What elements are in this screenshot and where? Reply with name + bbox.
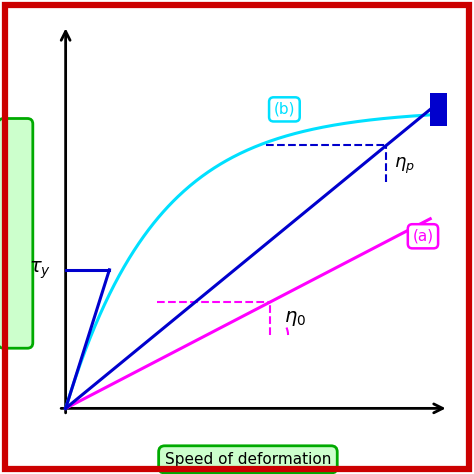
Text: Speed of deformation: Speed of deformation bbox=[165, 452, 331, 467]
Bar bbox=[430, 93, 447, 126]
Text: $\tau_y$: $\tau_y$ bbox=[29, 259, 51, 281]
Text: $\eta_0$: $\eta_0$ bbox=[284, 309, 307, 328]
FancyBboxPatch shape bbox=[0, 118, 33, 348]
Text: (a): (a) bbox=[412, 229, 434, 244]
Text: $\eta_p$: $\eta_p$ bbox=[394, 156, 415, 176]
Text: (b): (b) bbox=[273, 102, 295, 117]
